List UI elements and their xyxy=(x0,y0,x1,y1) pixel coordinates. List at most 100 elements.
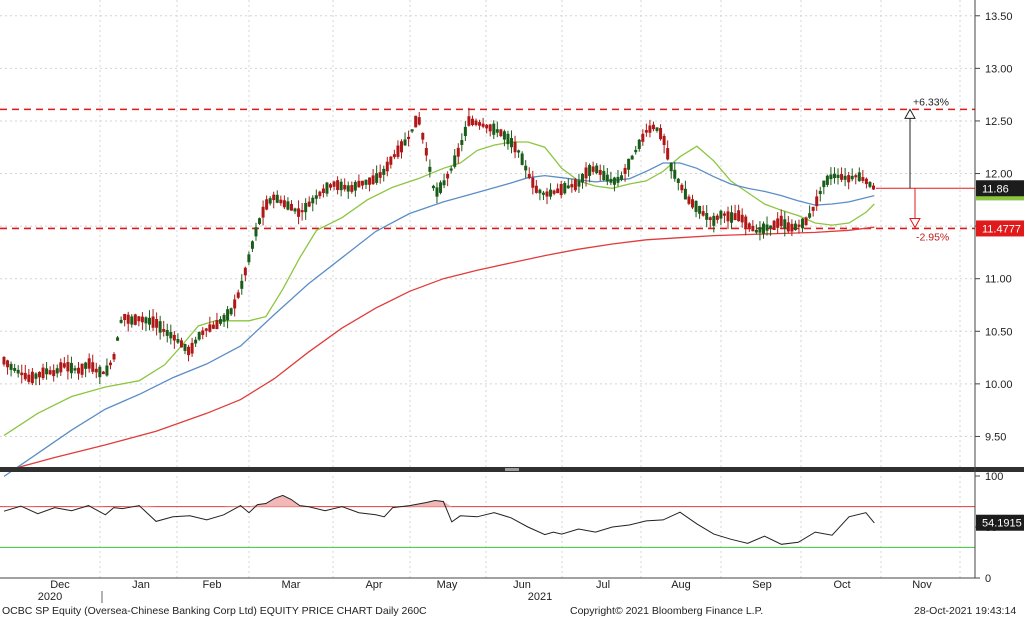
candle-body xyxy=(172,334,176,341)
candle-body xyxy=(378,172,382,178)
candle-body xyxy=(545,191,549,197)
candle xyxy=(247,251,251,266)
candle-body xyxy=(740,214,744,223)
candle xyxy=(485,123,489,134)
candle xyxy=(836,168,840,185)
candle-body xyxy=(250,241,254,249)
candle-body xyxy=(137,316,141,322)
candle xyxy=(659,124,663,141)
candle-body xyxy=(108,362,112,366)
candle-body xyxy=(272,194,276,201)
candle-body xyxy=(176,339,180,343)
candle xyxy=(641,129,645,146)
candle-body xyxy=(510,137,514,148)
candle xyxy=(758,221,762,241)
candle-body xyxy=(353,181,357,191)
candle-body xyxy=(563,182,567,194)
candle xyxy=(676,177,680,191)
candle xyxy=(357,174,361,188)
candle-body xyxy=(502,131,506,140)
candle-body xyxy=(20,372,24,376)
candle xyxy=(655,127,659,133)
candle-body xyxy=(463,126,467,137)
candle xyxy=(112,352,116,362)
candle xyxy=(715,213,719,224)
candle-body xyxy=(691,199,695,208)
candle xyxy=(580,173,584,189)
candle-body xyxy=(62,363,66,368)
candle xyxy=(446,171,450,187)
candle-body xyxy=(797,224,801,227)
candle-body xyxy=(573,179,577,191)
x-month-label: Feb xyxy=(203,579,222,591)
candle xyxy=(556,183,560,194)
rsi-value-tag-box xyxy=(976,514,1024,531)
candle-body xyxy=(744,216,748,228)
candle xyxy=(300,202,304,221)
candle xyxy=(392,149,396,160)
candle-body xyxy=(229,308,233,315)
candle-body xyxy=(2,357,6,365)
candle xyxy=(793,220,797,231)
y-tick-label: 13.50 xyxy=(985,11,1013,23)
candle xyxy=(37,371,41,386)
candle-body xyxy=(240,280,244,289)
candle xyxy=(48,366,52,376)
candle xyxy=(424,142,428,162)
candle xyxy=(708,216,712,228)
up-arrow-head xyxy=(904,108,916,119)
candle xyxy=(204,327,208,338)
candle xyxy=(108,360,112,370)
candle-body xyxy=(872,185,876,190)
support-pct-label: -2.95% xyxy=(916,231,949,243)
candle-body xyxy=(722,213,726,216)
candle xyxy=(59,358,63,377)
candle xyxy=(733,204,737,221)
candle xyxy=(6,359,10,375)
candle xyxy=(368,177,372,192)
candle xyxy=(488,123,492,137)
candle xyxy=(854,173,858,185)
candle-body xyxy=(840,174,844,180)
candle-body xyxy=(662,136,666,145)
candle xyxy=(55,364,59,378)
candle xyxy=(790,219,794,237)
candle-body xyxy=(836,174,840,178)
candle xyxy=(371,168,375,185)
candle-body xyxy=(187,346,191,356)
candle-body xyxy=(201,330,205,335)
candle-body xyxy=(73,368,77,371)
candle xyxy=(644,123,648,137)
candle xyxy=(268,196,272,206)
x-month-label: Aug xyxy=(671,579,691,591)
candle-body xyxy=(556,188,560,194)
candle-body xyxy=(492,123,496,135)
candle xyxy=(336,176,340,195)
candle-body xyxy=(48,370,52,375)
candle xyxy=(797,219,801,234)
candle-body xyxy=(790,223,794,232)
candle xyxy=(815,189,819,211)
candle xyxy=(513,135,517,159)
candle-body xyxy=(321,188,325,194)
candle xyxy=(648,119,652,138)
candle xyxy=(840,167,844,183)
candle xyxy=(612,176,616,192)
candle-body xyxy=(123,313,127,320)
candle-body xyxy=(705,213,709,220)
candle xyxy=(250,240,254,253)
candle xyxy=(137,316,141,327)
candle xyxy=(236,289,240,300)
candle-body xyxy=(385,161,389,172)
candle-body xyxy=(144,317,148,324)
candle-body xyxy=(747,223,751,228)
rsi-y-tick-label: 0 xyxy=(985,573,991,585)
candle xyxy=(343,178,347,192)
candle-body xyxy=(392,154,396,158)
candle xyxy=(105,358,109,377)
candle xyxy=(34,372,38,386)
x-month-label: Dec xyxy=(50,579,70,591)
candle-body xyxy=(634,149,638,153)
candle xyxy=(620,171,624,182)
candle xyxy=(822,180,826,195)
